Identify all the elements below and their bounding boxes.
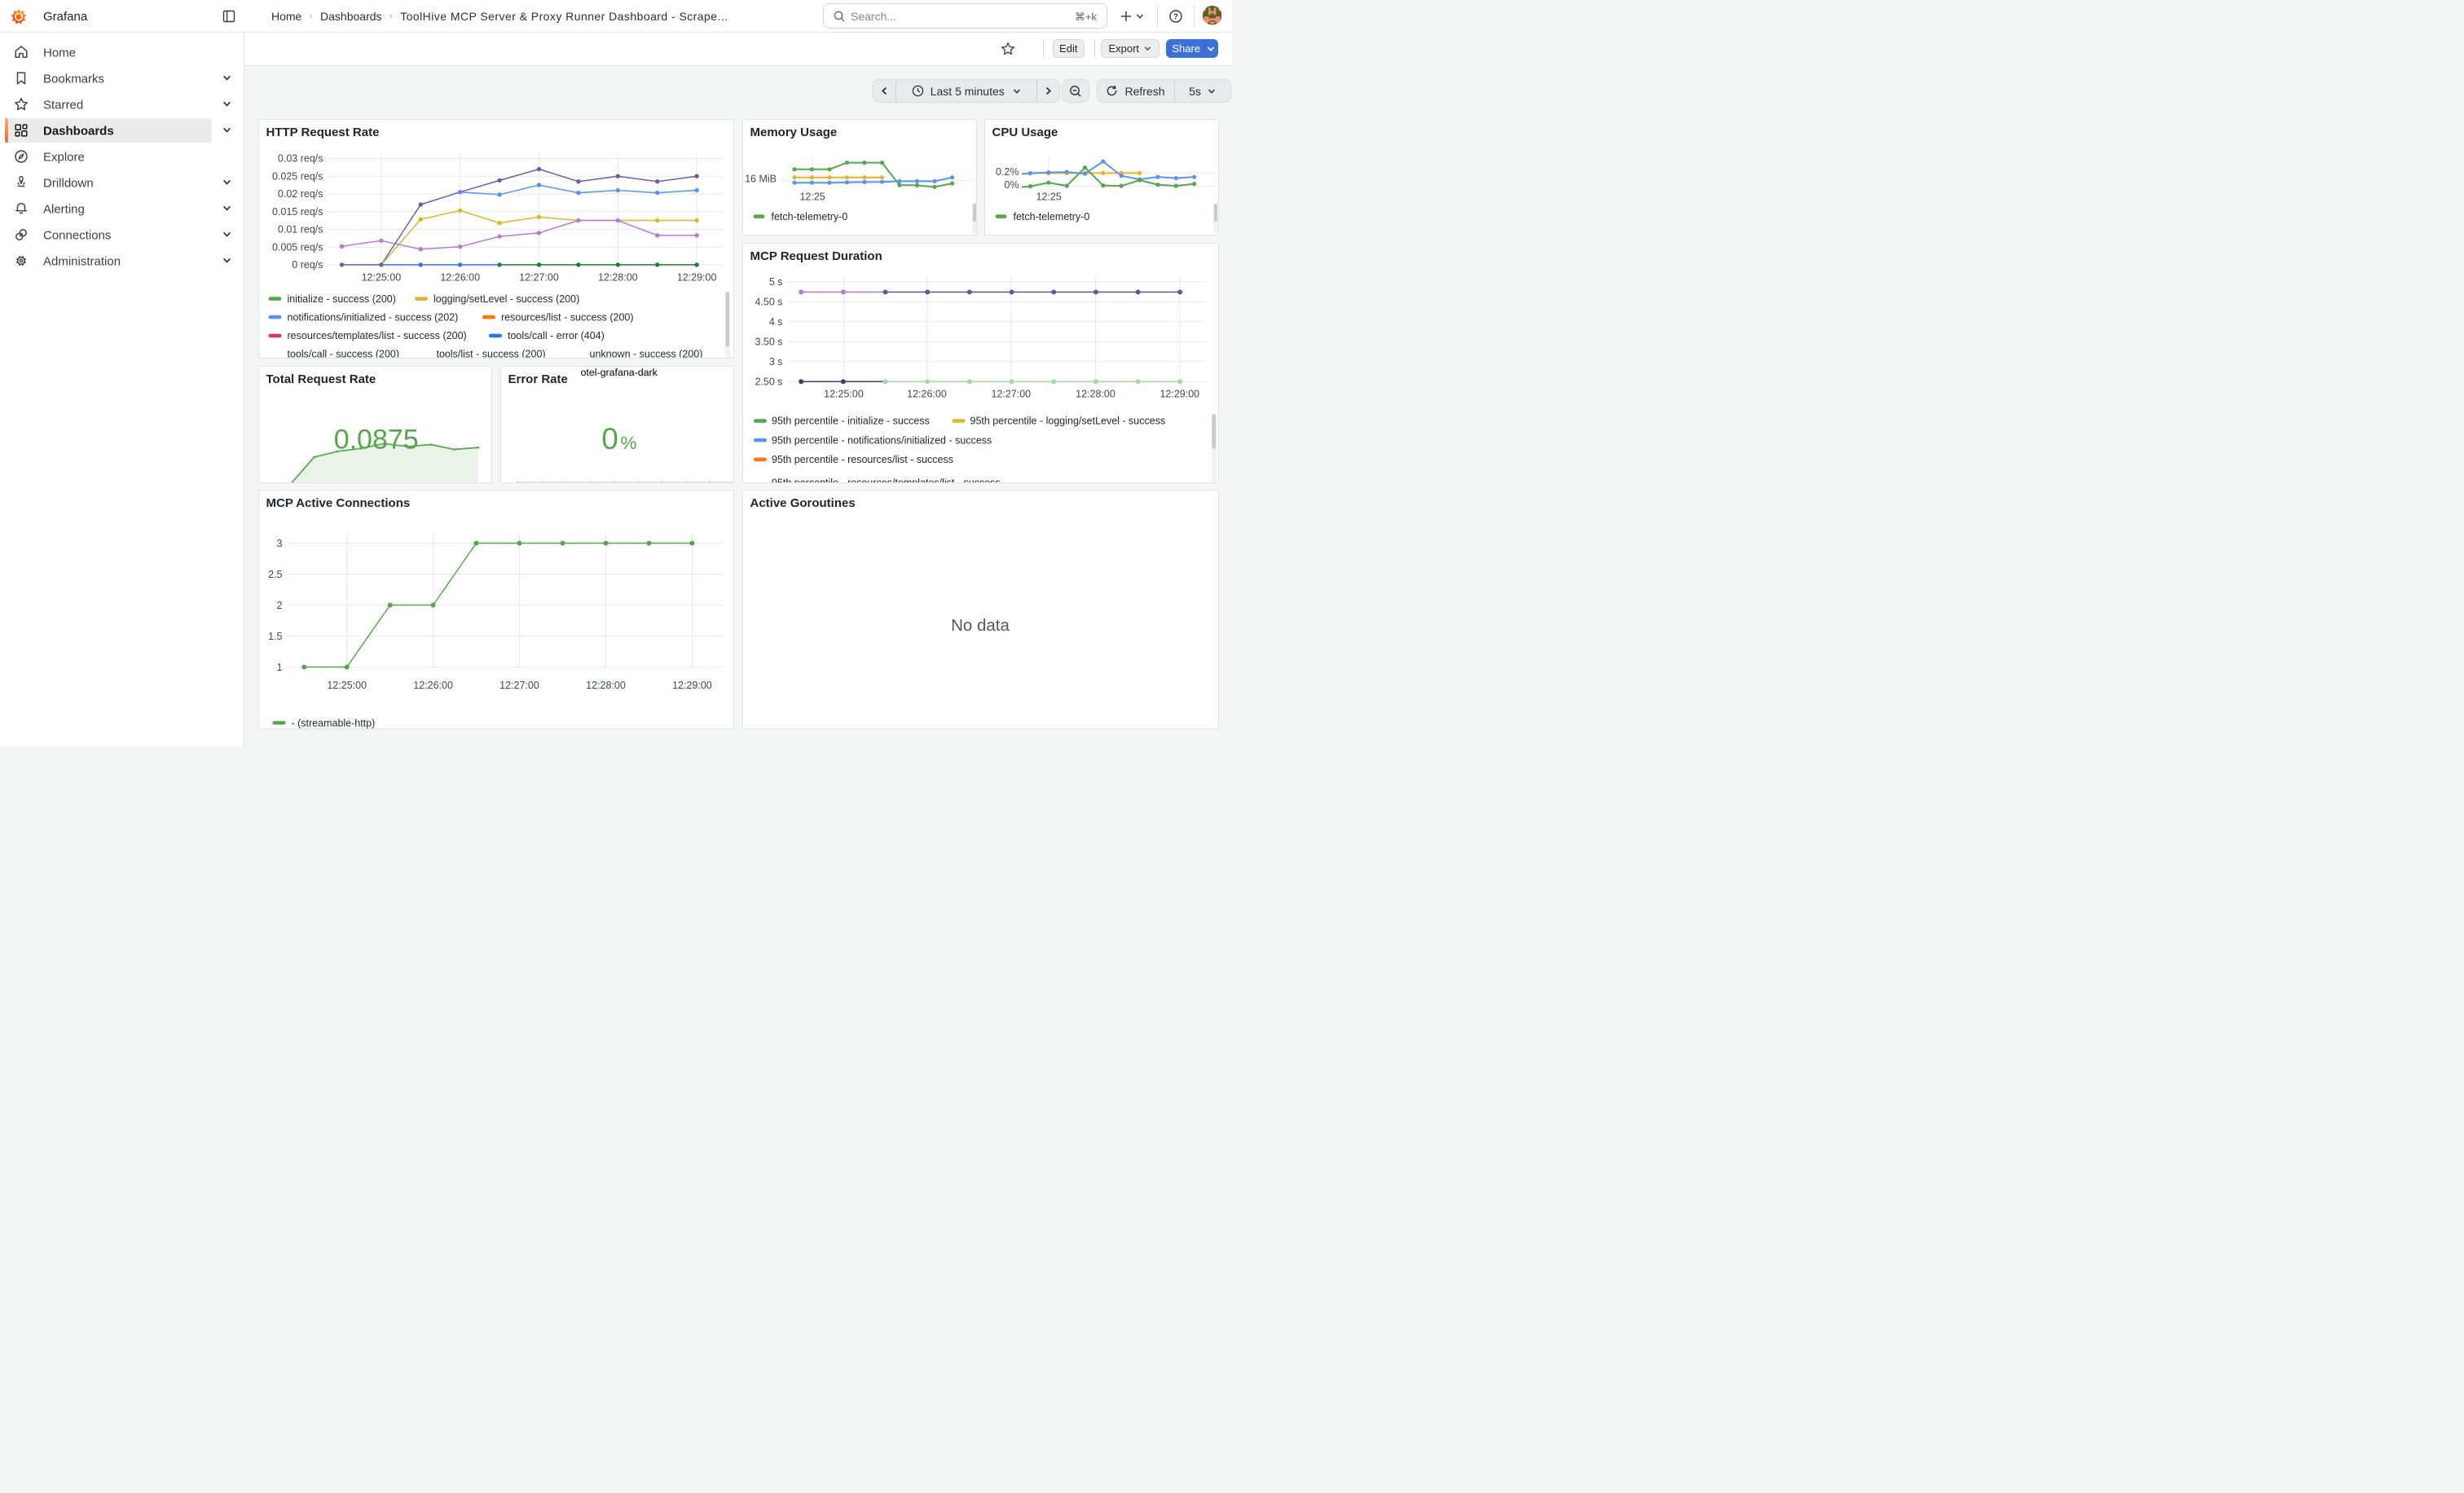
svg-text:16 MiB: 16 MiB (745, 173, 777, 184)
svg-text:12:26:00: 12:26:00 (413, 680, 453, 691)
svg-text:12:29:00: 12:29:00 (1159, 389, 1199, 400)
svg-text:0.03 req/s: 0.03 req/s (277, 152, 323, 164)
svg-text:fetch-telemetry-0: fetch-telemetry-0 (1013, 211, 1089, 222)
svg-text:unknown - success (200): unknown - success (200) (589, 348, 702, 359)
svg-text:resources/templates/list - suc: resources/templates/list - success (200) (287, 330, 466, 341)
svg-text:12:28:00: 12:28:00 (586, 680, 626, 691)
svg-text:0.01 req/s: 0.01 req/s (277, 223, 323, 235)
svg-text:95th percentile - initialize -: 95th percentile - initialize - success (772, 416, 930, 427)
svg-text:12:27:00: 12:27:00 (991, 389, 1031, 400)
svg-text:3: 3 (276, 538, 282, 549)
svg-text:12:28:00: 12:28:00 (597, 271, 637, 283)
svg-text:4 s: 4 s (768, 316, 782, 328)
svg-text:%: % (620, 433, 636, 453)
svg-text:3.50 s: 3.50 s (755, 337, 782, 348)
svg-text:12:26:00: 12:26:00 (907, 389, 947, 400)
svg-text:initialize - success (200): initialize - success (200) (287, 293, 395, 304)
svg-text:notifications/initialized - su: notifications/initialized - success (202… (287, 311, 458, 323)
svg-text:0%: 0% (1004, 178, 1019, 190)
svg-text:95th percentile - notification: 95th percentile - notifications/initiali… (772, 434, 992, 446)
svg-text:tools/list - success (200): tools/list - success (200) (436, 348, 545, 359)
svg-text:0.2%: 0.2% (996, 165, 1019, 177)
svg-text:12:29:00: 12:29:00 (672, 680, 712, 691)
svg-text:12:27:00: 12:27:00 (499, 680, 539, 691)
svg-text:12:28:00: 12:28:00 (1076, 389, 1115, 400)
svg-text:12:25: 12:25 (1036, 191, 1061, 202)
svg-text:resources/list - success (200): resources/list - success (200) (501, 311, 634, 323)
svg-text:0.0875: 0.0875 (333, 424, 418, 455)
svg-text:0.015 req/s: 0.015 req/s (271, 206, 323, 218)
svg-text:12:25:00: 12:25:00 (327, 680, 367, 691)
svg-text:12:25:00: 12:25:00 (824, 389, 864, 400)
svg-text:0.025 req/s: 0.025 req/s (271, 170, 323, 182)
svg-text:0.005 req/s: 0.005 req/s (271, 241, 323, 253)
svg-text:?: ? (1173, 13, 1178, 22)
svg-text:- (streamable-http): - (streamable-http) (291, 717, 375, 729)
svg-text:12:25:00: 12:25:00 (361, 271, 401, 283)
svg-text:5 s: 5 s (768, 276, 782, 288)
svg-text:2: 2 (276, 600, 282, 611)
svg-text:2.5: 2.5 (268, 569, 282, 580)
svg-text:95th percentile - resources/te: 95th percentile - resources/templates/li… (772, 477, 1001, 482)
svg-text:fetch-telemetry-0: fetch-telemetry-0 (771, 211, 847, 222)
svg-text:tools/call - error (404): tools/call - error (404) (508, 330, 605, 341)
svg-text:0 req/s: 0 req/s (292, 259, 323, 271)
svg-text:12:26:00: 12:26:00 (440, 271, 480, 283)
svg-text:0.02 req/s: 0.02 req/s (277, 188, 323, 200)
svg-text:12:29:00: 12:29:00 (676, 271, 716, 283)
svg-text:3 s: 3 s (768, 356, 782, 368)
svg-text:95th percentile - logging/setL: 95th percentile - logging/setLevel - suc… (970, 416, 1165, 427)
svg-text:4.50 s: 4.50 s (755, 297, 782, 308)
svg-text:1.5: 1.5 (268, 631, 282, 642)
svg-text:tools/call - success (200): tools/call - success (200) (287, 348, 399, 359)
svg-text:12:25: 12:25 (799, 191, 825, 202)
svg-text:2.50 s: 2.50 s (755, 377, 782, 388)
svg-text:12:27:00: 12:27:00 (519, 271, 559, 283)
svg-text:95th percentile - resources/li: 95th percentile - resources/list - succe… (772, 454, 953, 465)
svg-text:1: 1 (276, 662, 282, 673)
svg-text:logging/setLevel - success (20: logging/setLevel - success (200) (433, 293, 579, 304)
svg-text:0: 0 (601, 422, 618, 456)
